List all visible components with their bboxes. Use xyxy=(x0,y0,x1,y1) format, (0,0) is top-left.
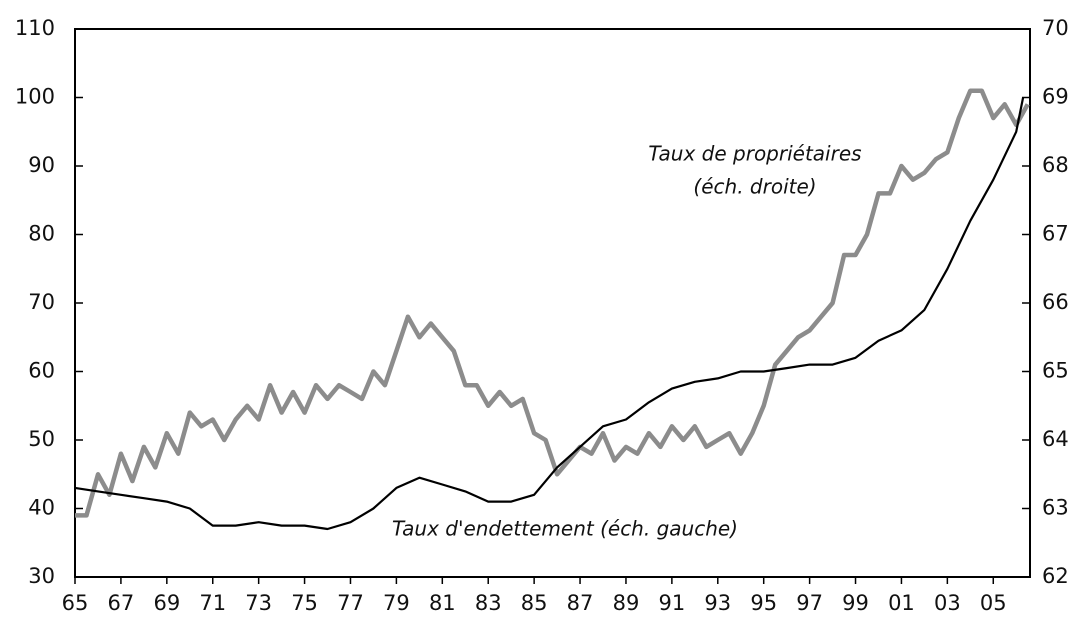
x-tick-label: 03 xyxy=(934,591,961,615)
x-tick-label: 95 xyxy=(750,591,777,615)
y2-tick-label: 64 xyxy=(1042,427,1069,451)
x-tick-label: 89 xyxy=(613,591,640,615)
y-tick-label: 60 xyxy=(28,359,55,383)
x-tick-label: 75 xyxy=(291,591,318,615)
x-tick-label: 97 xyxy=(796,591,823,615)
x-tick-label: 65 xyxy=(62,591,89,615)
series-line xyxy=(74,97,1025,531)
y-tick-label: 110 xyxy=(15,16,55,40)
y-tick-label: 80 xyxy=(28,222,55,246)
x-tick-label: 67 xyxy=(108,591,135,615)
y2-tick-label: 63 xyxy=(1042,496,1069,520)
annotation: Taux de propriétaires xyxy=(648,142,861,166)
x-tick-label: 87 xyxy=(567,591,594,615)
x-tick-label: 83 xyxy=(475,591,502,615)
y-tick-label: 90 xyxy=(28,153,55,177)
y2-tick-label: 65 xyxy=(1042,359,1069,383)
x-tick-label: 01 xyxy=(888,591,915,615)
x-tick-label: 71 xyxy=(199,591,226,615)
x-tick-label: 93 xyxy=(704,591,731,615)
x-tick-label: 99 xyxy=(842,591,869,615)
y-tick-label: 30 xyxy=(28,564,55,588)
x-tick-label: 73 xyxy=(245,591,272,615)
annotation: Taux d'endettement (éch. gauche) xyxy=(392,517,738,541)
y-tick-label: 50 xyxy=(28,427,55,451)
y2-tick-label: 67 xyxy=(1042,222,1069,246)
y2-tick-label: 66 xyxy=(1042,290,1069,314)
x-tick-label: 05 xyxy=(980,591,1007,615)
plot-frame xyxy=(74,28,1031,578)
x-tick-label: 91 xyxy=(659,591,686,615)
y-tick-label: 100 xyxy=(15,85,55,109)
series-line xyxy=(75,88,1030,518)
x-tick-label: 79 xyxy=(383,591,410,615)
x-tick-label: 69 xyxy=(153,591,180,615)
annotation: (éch. droite) xyxy=(693,175,816,199)
x-tick-label: 81 xyxy=(429,591,456,615)
y2-tick-label: 62 xyxy=(1042,564,1069,588)
y2-tick-label: 68 xyxy=(1042,153,1069,177)
y2-tick-label: 70 xyxy=(1042,16,1069,40)
y-tick-label: 70 xyxy=(28,290,55,314)
x-tick-label: 85 xyxy=(521,591,548,615)
y2-tick-label: 69 xyxy=(1042,85,1069,109)
x-tick-label: 77 xyxy=(337,591,364,615)
y-tick-label: 40 xyxy=(28,496,55,520)
